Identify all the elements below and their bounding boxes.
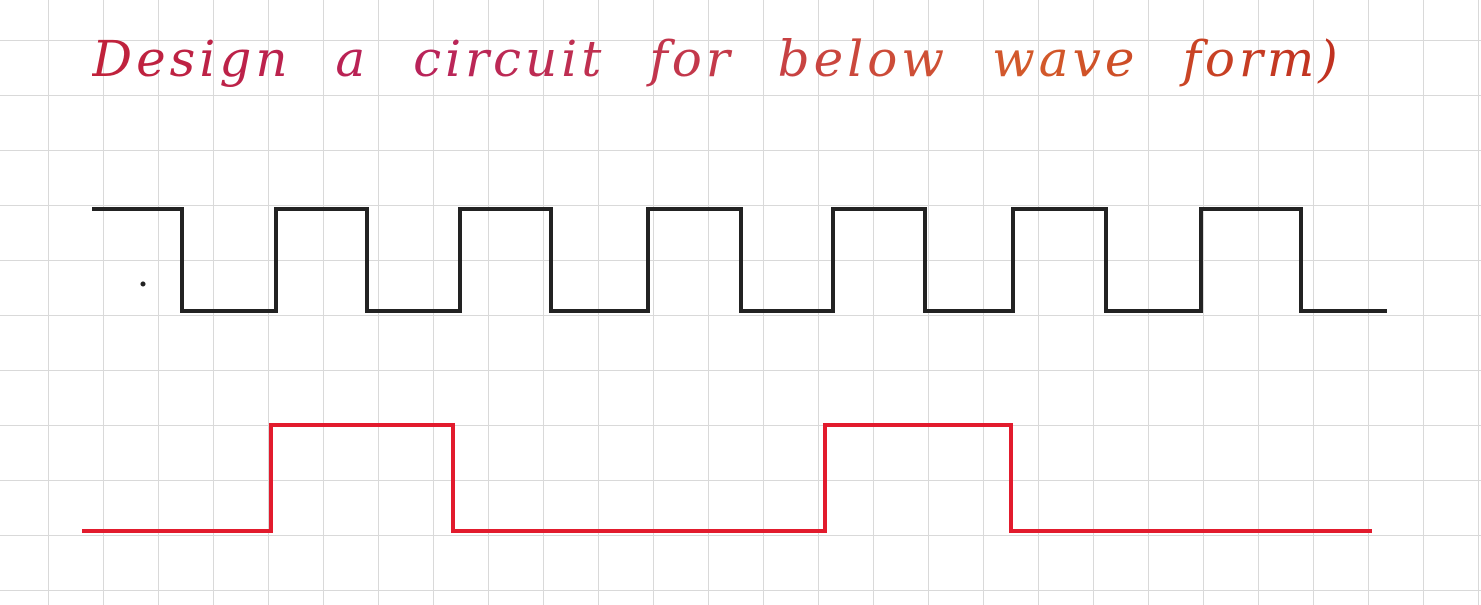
output-wave-line bbox=[82, 423, 1372, 533]
handwritten-heading: Design a circuit for below wave form) bbox=[92, 30, 1342, 88]
clock-wave-line bbox=[92, 207, 1387, 313]
clock-waveform bbox=[92, 207, 1387, 313]
output-waveform bbox=[82, 423, 1372, 533]
stray-ink-dot bbox=[140, 281, 146, 287]
